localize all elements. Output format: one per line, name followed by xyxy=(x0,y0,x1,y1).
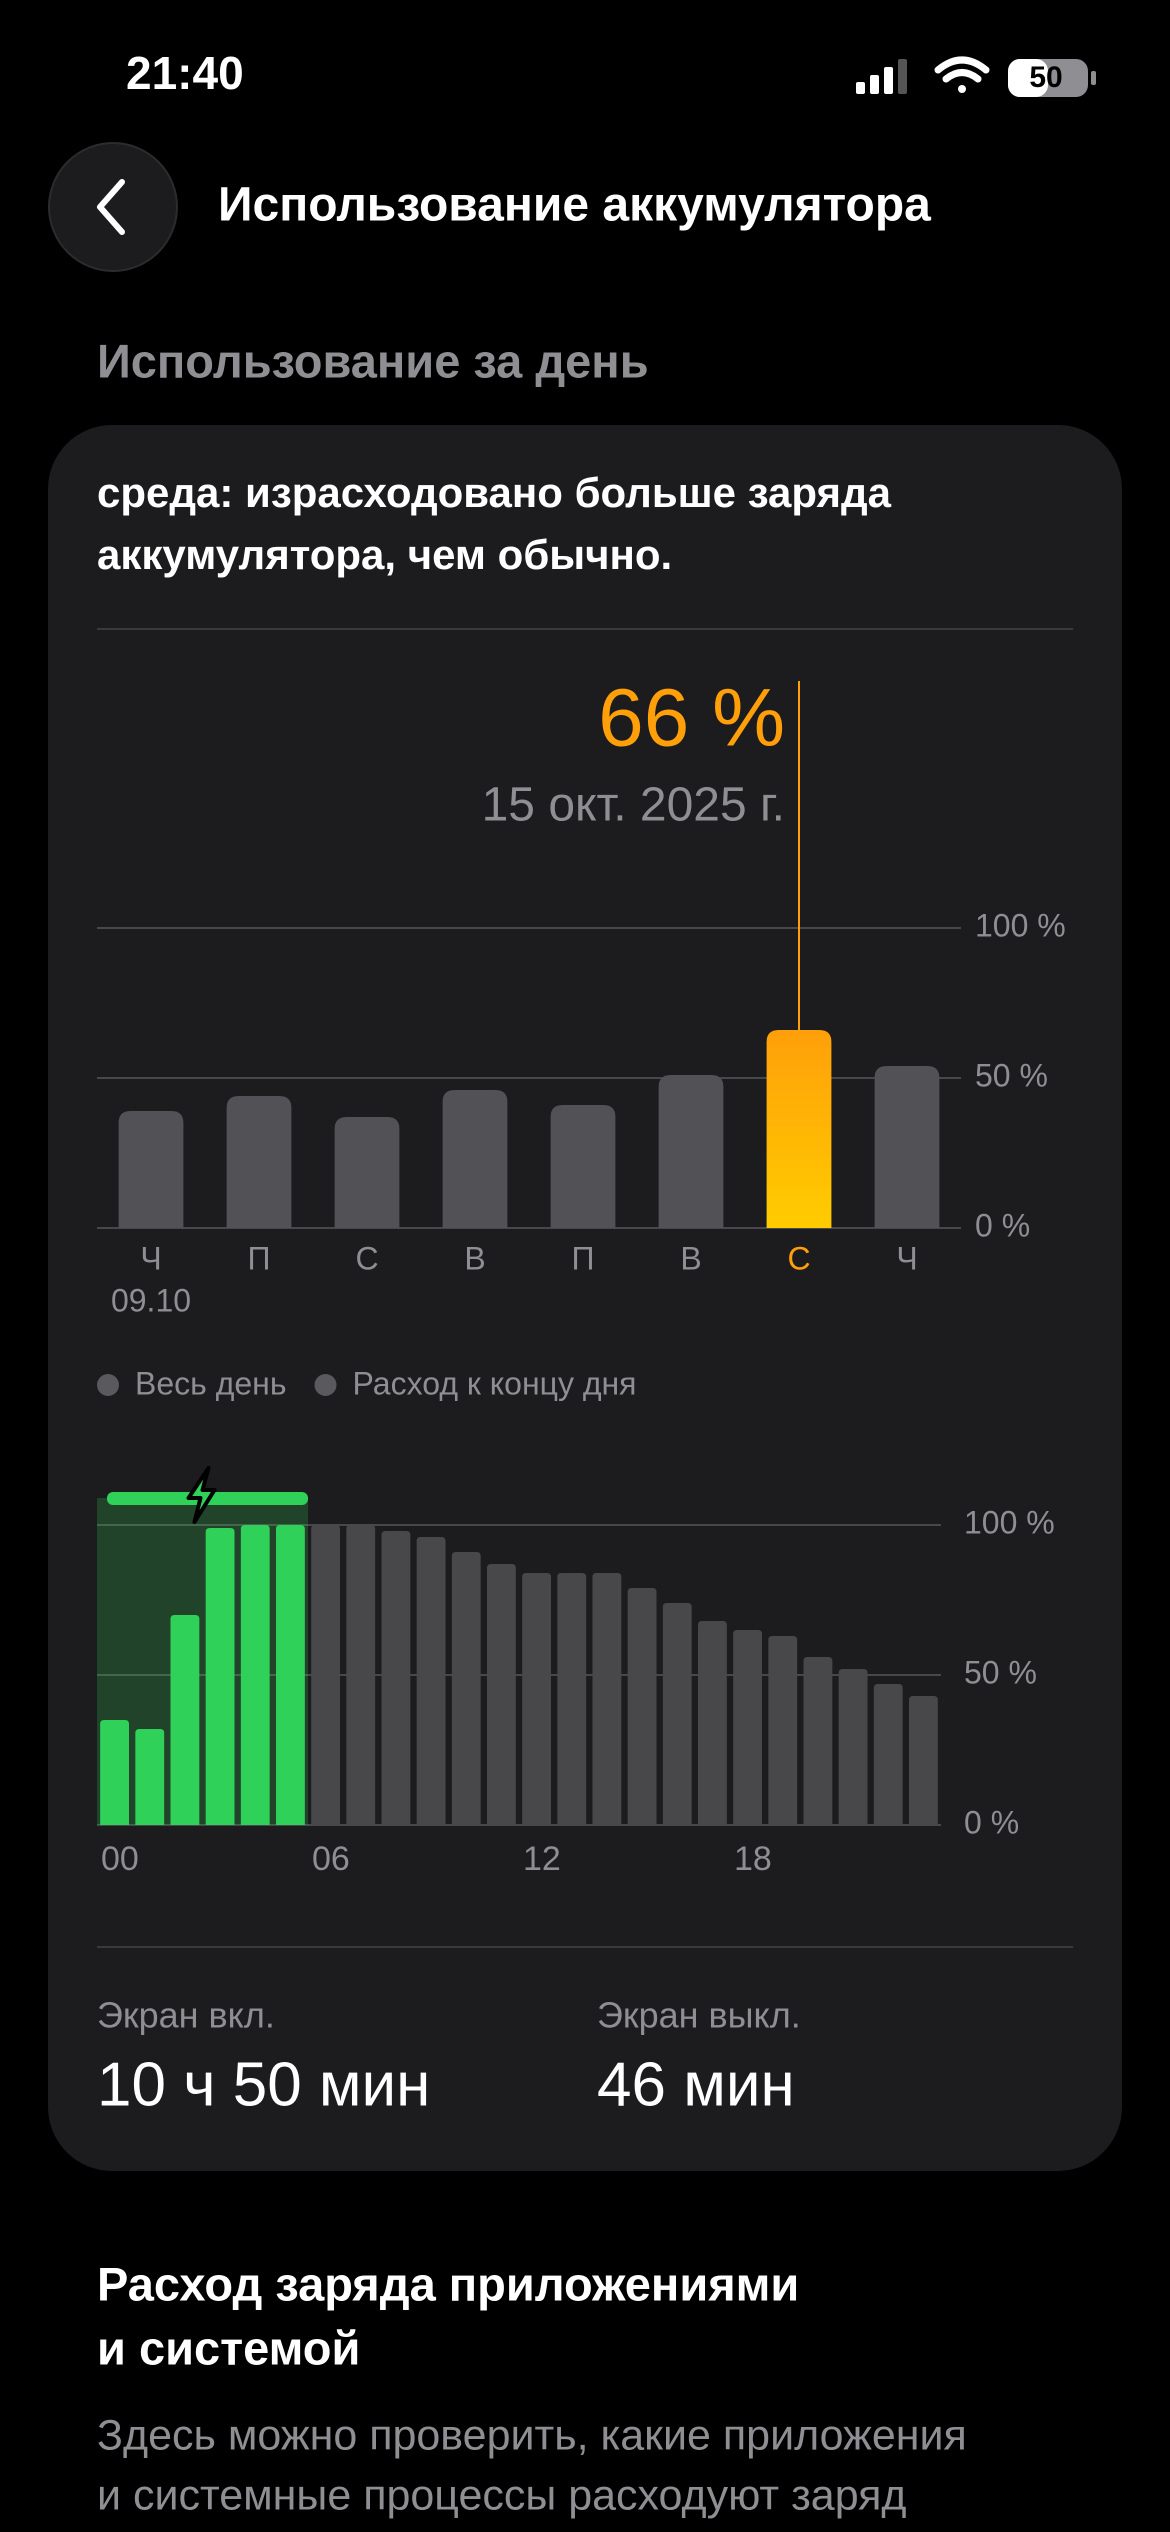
signal xyxy=(856,59,907,94)
x-tick-label: Ч xyxy=(896,1240,917,1276)
x-tick-label: 00 xyxy=(101,1840,139,1878)
bar xyxy=(838,1669,868,1825)
bar xyxy=(416,1537,446,1825)
header-title: Использование аккумулятора xyxy=(218,179,931,232)
bar xyxy=(697,1621,727,1825)
bar xyxy=(550,1105,616,1228)
bar xyxy=(381,1531,411,1825)
stat-value: 10 ч 50 мин xyxy=(97,2050,430,2119)
bar xyxy=(334,1117,400,1228)
stat-value: 46 мин xyxy=(597,2050,795,2119)
bar xyxy=(240,1525,270,1825)
bar xyxy=(908,1696,938,1825)
stat-label: Экран вкл. xyxy=(97,1995,275,2036)
y-tick-label: 50 % xyxy=(964,1654,1037,1690)
x-tick-label: В xyxy=(680,1240,701,1276)
legend-label: Весь день xyxy=(135,1365,287,1401)
note-line: аккумулятора, чем обычно. xyxy=(97,531,672,578)
bar xyxy=(658,1075,724,1228)
bar xyxy=(557,1573,587,1825)
legend-dot xyxy=(97,1374,119,1396)
section-title: Использование за день xyxy=(97,334,649,387)
daily-chart: 0 % 50 % 100 % Ч 09.10 П С В П В 66 % 15 окт. 2025 … xyxy=(97,673,1066,1401)
bar xyxy=(873,1684,903,1825)
charging-region xyxy=(97,1498,308,1825)
apps-text: Здесь можно проверить, какие приложения xyxy=(97,2411,967,2459)
x-tick-label: П xyxy=(248,1240,271,1276)
y-tick-label: 100 % xyxy=(975,907,1066,943)
bar xyxy=(311,1525,341,1825)
x-tick-label: В xyxy=(464,1240,485,1276)
hourly-chart: 0 % 50 % 100 % 00 06 12 18 xyxy=(97,1466,1055,1878)
x-tick-label: П xyxy=(572,1240,595,1276)
bar xyxy=(100,1720,130,1825)
charging-icon xyxy=(186,1466,217,1524)
bar xyxy=(766,1030,832,1228)
x-tick-label: 18 xyxy=(734,1840,772,1878)
bar xyxy=(874,1066,940,1228)
bar xyxy=(346,1525,376,1825)
bar xyxy=(592,1573,622,1825)
apps-title: и системой xyxy=(97,2321,360,2374)
battery-percent: 50 xyxy=(1029,61,1062,94)
battery-cap xyxy=(1091,71,1096,85)
y-tick-label: 0 % xyxy=(975,1207,1030,1243)
battery-level xyxy=(1008,59,1048,97)
bar xyxy=(442,1090,508,1228)
bar xyxy=(803,1657,833,1825)
x-sublabel: 09.10 xyxy=(111,1282,191,1318)
highlight-date: 15 окт. 2025 г. xyxy=(482,779,785,832)
bar xyxy=(118,1111,184,1228)
legend-label: Расход к концу дня xyxy=(353,1365,637,1401)
x-tick-label: Ч xyxy=(140,1240,161,1276)
bar xyxy=(451,1552,481,1825)
stat-label: Экран выкл. xyxy=(597,1995,801,2036)
x-tick-label: С xyxy=(355,1240,378,1276)
bar xyxy=(275,1525,305,1825)
back-button[interactable] xyxy=(48,142,178,272)
y-tick-label: 0 % xyxy=(964,1804,1019,1840)
bar xyxy=(627,1588,657,1825)
bar xyxy=(768,1636,798,1825)
wifi xyxy=(934,56,990,93)
bar xyxy=(226,1096,292,1228)
apps-title: Расход заряда приложениями xyxy=(97,2257,799,2310)
x-tick-label: 06 xyxy=(312,1840,350,1878)
apps-text: и системные процессы расходуют заряд xyxy=(97,2471,907,2519)
bar xyxy=(662,1603,692,1825)
x-tick-label: 12 xyxy=(523,1840,561,1878)
y-tick-label: 50 % xyxy=(975,1057,1048,1093)
clock: 21:40 xyxy=(126,47,244,99)
bar xyxy=(733,1630,763,1825)
bar xyxy=(205,1528,235,1825)
legend-dot xyxy=(314,1374,337,1396)
bar xyxy=(486,1564,516,1825)
bar xyxy=(135,1729,165,1825)
bar xyxy=(170,1615,200,1825)
bar xyxy=(522,1573,552,1825)
x-tick-label: С xyxy=(787,1240,810,1276)
card xyxy=(48,425,1122,2171)
note-line: среда: израсходовано больше заряда xyxy=(97,469,892,516)
back-icon xyxy=(97,179,125,235)
y-tick-label: 100 % xyxy=(964,1504,1055,1540)
highlight-value: 66 % xyxy=(598,673,785,764)
